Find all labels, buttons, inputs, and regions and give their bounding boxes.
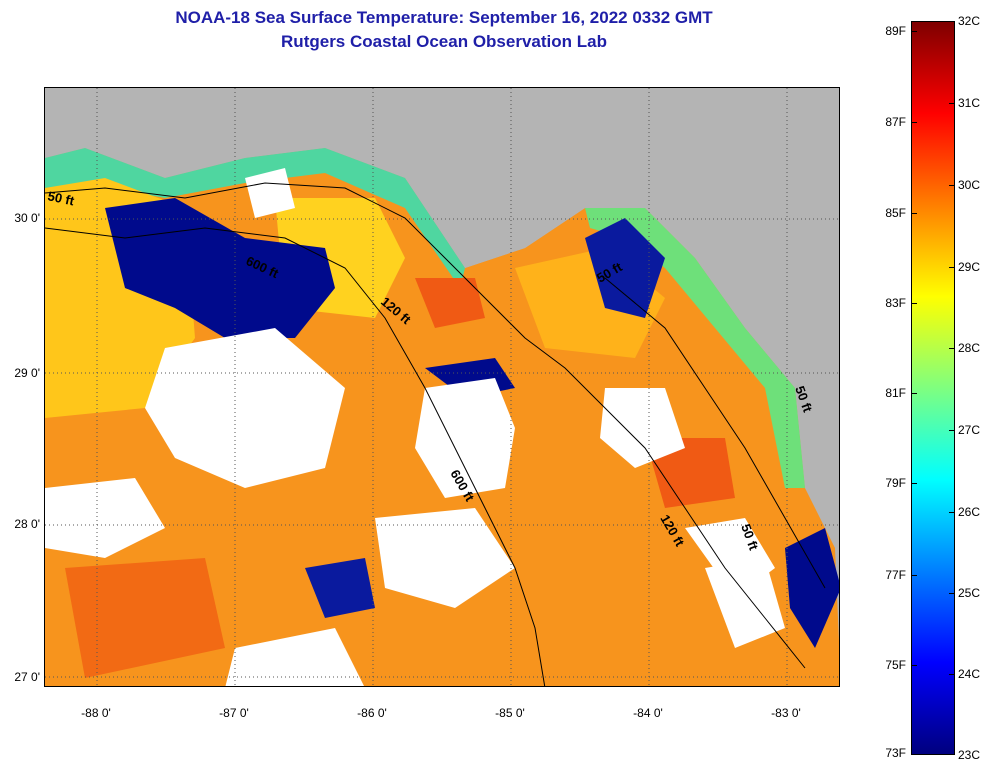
cold-patch-coast [785, 528, 839, 648]
cloud-mask-2 [415, 378, 515, 498]
map-title: NOAA-18 Sea Surface Temperature: Septemb… [175, 8, 713, 27]
cloud-mask-5 [375, 508, 515, 608]
lon-label: -85 0' [495, 706, 525, 720]
cloud-mask-8 [245, 168, 295, 218]
map-subtitle: Rutgers Coastal Ocean Observation Lab [281, 32, 607, 51]
colorbar-f-label: 87F [885, 115, 906, 129]
colorbar-tick [911, 393, 917, 394]
colorbar-tick [911, 665, 917, 666]
colorbar-tick [911, 303, 917, 304]
colorbar-c-label: 29C [958, 260, 981, 274]
colorbar-f-label: 75F [885, 658, 906, 672]
colorbar-tick [949, 185, 955, 186]
temperature-colorbar [911, 21, 955, 755]
colorbar-f-label: 79F [885, 476, 906, 490]
cold-patch-south [305, 558, 375, 618]
cloud-mask-9 [705, 558, 785, 648]
colorbar-f-label: 73F [885, 746, 906, 760]
colorbar-tick [949, 593, 955, 594]
lat-label: 28 0' [14, 517, 40, 531]
cloud-mask-6 [225, 628, 364, 686]
colorbar-f-label: 89F [885, 24, 906, 38]
coastal-band [45, 148, 465, 288]
hot-spot-southwest [65, 558, 225, 678]
bathymetry-contours [45, 182, 826, 686]
colorbar-tick [949, 430, 955, 431]
colorbar-c-label: 27C [958, 423, 981, 437]
colorbar-c-label: 30C [958, 178, 981, 192]
colorbar-c-label: 25C [958, 586, 981, 600]
colorbar-tick [911, 575, 917, 576]
cold-patch-northeast [585, 218, 665, 318]
hot-spot-east [645, 438, 735, 508]
colorbar-c-label: 24C [958, 667, 981, 681]
lon-label: -83 0' [771, 706, 801, 720]
lon-label: -87 0' [219, 706, 249, 720]
colorbar-f-label: 81F [885, 386, 906, 400]
colorbar-tick [949, 512, 955, 513]
colorbar-f-label: 85F [885, 206, 906, 220]
lon-label: -86 0' [357, 706, 387, 720]
coastal-band-east [585, 208, 805, 488]
colorbar-c-label: 31C [958, 96, 981, 110]
lon-label: -84 0' [633, 706, 663, 720]
land-coast [45, 88, 839, 545]
lat-label: 29 0' [14, 366, 40, 380]
colorbar-tick [911, 122, 917, 123]
colorbar-tick [949, 674, 955, 675]
colorbar-c-label: 26C [958, 505, 981, 519]
colorbar-tick [911, 31, 917, 32]
cloud-mask-4 [45, 478, 165, 558]
contour-label-50ft-west: 50 ft [46, 188, 76, 208]
graticule [45, 88, 839, 686]
cloud-mask-1 [145, 328, 345, 488]
colorbar-c-label: 28C [958, 341, 981, 355]
sst-map: 50 ft 600 ft 120 ft 50 ft 600 ft 120 ft … [44, 87, 840, 687]
cloud-mask-3 [600, 388, 685, 468]
colorbar-tick [949, 348, 955, 349]
colorbar-f-label: 77F [885, 568, 906, 582]
lat-label: 27 0' [14, 670, 40, 684]
colorbar-c-label: 32C [958, 14, 981, 28]
lat-label: 30 0' [14, 211, 40, 225]
colorbar-tick [949, 267, 955, 268]
colorbar-f-label: 83F [885, 296, 906, 310]
colorbar-tick [911, 213, 917, 214]
lon-label: -88 0' [81, 706, 111, 720]
colorbar-tick [949, 103, 955, 104]
colorbar-tick [911, 483, 917, 484]
colorbar-c-label: 23C [958, 748, 981, 762]
hot-spot-center [415, 278, 485, 328]
